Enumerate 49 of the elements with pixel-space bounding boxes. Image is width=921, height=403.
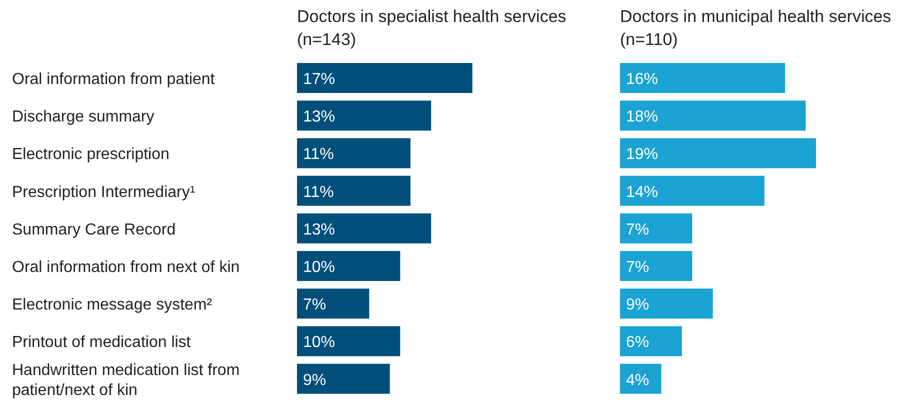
chart-title: Doctors in municipal health services (620, 7, 892, 26)
data-label: 11% (303, 146, 334, 164)
bar (297, 176, 410, 206)
bar (297, 100, 432, 131)
data-label: 7% (626, 259, 650, 276)
bar (620, 176, 764, 206)
bar (620, 100, 806, 131)
bar (620, 213, 692, 244)
bar (620, 138, 816, 168)
chart-title: Doctors in specialist health services (297, 7, 566, 26)
bar (297, 288, 370, 319)
data-label: 14% (626, 184, 658, 201)
data-label: 4% (626, 372, 650, 389)
bar (620, 63, 786, 93)
chart-subtitle: (n=143) (297, 30, 356, 49)
data-label: 7% (626, 221, 650, 238)
y-tick-label: Electronic prescription (12, 146, 170, 164)
y-tick-label: Handwritten medication list from patient/next of kin (12, 362, 240, 399)
bar (297, 364, 390, 394)
data-label: 18% (626, 108, 658, 126)
y-tick-label: Summary Care Record (12, 221, 176, 238)
bar (297, 138, 410, 168)
bar (297, 251, 400, 281)
y-tick-label: Oral information from patient (12, 71, 216, 88)
y-tick-label: Prescription Intermediary¹ (12, 184, 196, 201)
data-label: 13% (303, 221, 336, 238)
data-label: 10% (303, 334, 336, 352)
y-tick-label: Printout of medication list (12, 334, 192, 352)
data-label: 11% (303, 184, 334, 201)
bar (297, 326, 400, 356)
data-label: 19% (626, 146, 658, 164)
data-label: 13% (303, 108, 336, 126)
data-label: 9% (303, 372, 326, 389)
bar (297, 213, 432, 244)
data-label: 6% (626, 334, 650, 352)
bar (620, 326, 682, 356)
data-label: 16% (626, 71, 658, 88)
data-label: 17% (303, 71, 336, 88)
y-tick-label: Electronic message system² (12, 296, 213, 314)
data-label: 10% (303, 259, 336, 276)
bar (620, 288, 713, 319)
data-label: 7% (303, 296, 326, 314)
chart-subtitle: (n=110) (620, 30, 678, 49)
y-tick-label: Discharge summary (12, 108, 154, 126)
data-label: 9% (626, 296, 650, 314)
y-tick-label: Oral information from next of kin (12, 259, 240, 276)
bar (620, 251, 692, 281)
bar (297, 63, 472, 93)
bar (620, 364, 662, 394)
